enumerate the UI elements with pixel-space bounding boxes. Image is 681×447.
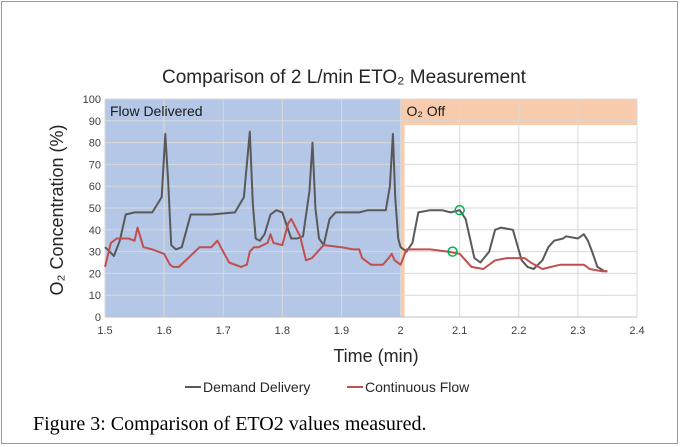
legend-label-1: Demand Delivery	[203, 379, 310, 395]
y-axis-label: O₂ Concentration (%)	[47, 124, 67, 295]
region-2-body	[404, 125, 637, 317]
x-tick-label-0: 1.5	[97, 325, 112, 337]
x-tick-label-4: 1.9	[334, 325, 349, 337]
region-label-2: O₂ Off	[407, 103, 446, 119]
y-tick-label-0: 0	[95, 312, 101, 324]
x-tick-label-8: 2.3	[570, 325, 585, 337]
x-tick-label-7: 2.2	[511, 325, 526, 337]
y-tick-label-9: 90	[89, 116, 101, 128]
highlight-marker-1	[454, 204, 465, 216]
y-tick-label-1: 10	[89, 290, 101, 302]
series-line-2	[104, 217, 608, 273]
y-tick-label-8: 80	[89, 138, 101, 150]
x-tick-label-9: 2.4	[629, 325, 644, 337]
y-tick-label-3: 30	[89, 247, 101, 259]
x-tick-label-2: 1.7	[216, 325, 231, 337]
y-tick-label-5: 50	[89, 203, 101, 215]
x-tick-label-5: 2	[397, 325, 403, 337]
figure-caption: Figure 3: Comparison of ETO2 values meas…	[33, 413, 427, 435]
y-tick-label-10: 100	[83, 94, 101, 106]
y-tick-label-7: 70	[89, 159, 101, 171]
y-tick-label-6: 60	[89, 181, 101, 193]
y-tick-label-4: 40	[89, 225, 101, 237]
x-axis-label: Time (min)	[333, 346, 418, 366]
x-tick-label-3: 1.8	[275, 325, 290, 337]
highlight-marker-2	[447, 246, 458, 257]
x-tick-label-6: 2.1	[452, 325, 467, 337]
series-line-1	[104, 130, 608, 273]
legend: Demand Delivery Continuous Flow	[185, 379, 470, 395]
x-tick-label-1: 1.6	[156, 325, 171, 337]
legend-label-2: Continuous Flow	[365, 379, 470, 395]
chart-title: Comparison of 2 L/min ETO₂ Measurement	[162, 67, 527, 88]
y-tick-label-2: 20	[89, 268, 101, 280]
plot-area: Flow Delivered O₂ Off 0 10 20 30 40 50 60 70 80 90 1…	[83, 94, 645, 337]
region-label-1: Flow Delivered	[110, 103, 203, 119]
